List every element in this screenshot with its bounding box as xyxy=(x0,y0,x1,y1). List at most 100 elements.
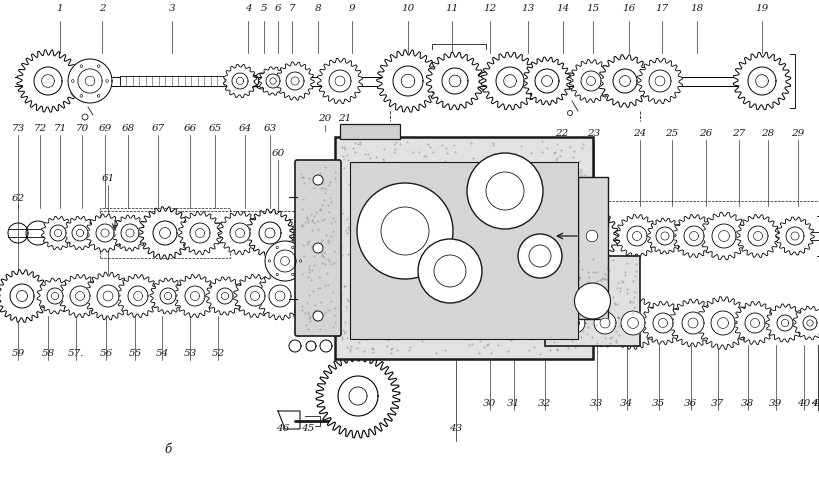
Polygon shape xyxy=(648,70,670,92)
Text: 66: 66 xyxy=(183,124,197,133)
Polygon shape xyxy=(806,320,812,326)
Polygon shape xyxy=(335,76,345,86)
Polygon shape xyxy=(652,313,672,333)
Polygon shape xyxy=(699,212,747,260)
Polygon shape xyxy=(16,291,27,302)
Polygon shape xyxy=(328,70,351,92)
Polygon shape xyxy=(160,288,176,304)
Polygon shape xyxy=(775,217,813,255)
Polygon shape xyxy=(503,75,516,87)
Text: 73: 73 xyxy=(11,124,25,133)
Circle shape xyxy=(313,311,323,321)
Polygon shape xyxy=(41,216,75,249)
Text: 4: 4 xyxy=(244,4,251,13)
Bar xyxy=(120,76,229,86)
Polygon shape xyxy=(749,319,758,328)
Text: 24: 24 xyxy=(632,129,646,138)
Polygon shape xyxy=(126,229,133,237)
Polygon shape xyxy=(85,76,95,86)
Polygon shape xyxy=(250,292,259,301)
Text: 42: 42 xyxy=(810,399,819,408)
Polygon shape xyxy=(711,224,735,248)
Text: 55: 55 xyxy=(129,349,142,358)
Polygon shape xyxy=(97,285,119,307)
Polygon shape xyxy=(683,226,704,246)
Text: 41: 41 xyxy=(810,399,819,408)
Polygon shape xyxy=(744,313,764,333)
Circle shape xyxy=(80,95,83,97)
Text: 62: 62 xyxy=(11,194,25,203)
Text: 14: 14 xyxy=(556,4,569,13)
Polygon shape xyxy=(733,302,776,345)
Polygon shape xyxy=(565,210,618,263)
Polygon shape xyxy=(615,214,658,258)
Polygon shape xyxy=(315,354,400,438)
Polygon shape xyxy=(274,291,285,301)
Polygon shape xyxy=(581,71,600,91)
Text: 16: 16 xyxy=(622,4,635,13)
Polygon shape xyxy=(687,318,697,328)
Polygon shape xyxy=(286,72,304,90)
Text: 58: 58 xyxy=(41,349,55,358)
Polygon shape xyxy=(620,311,645,335)
Polygon shape xyxy=(153,221,177,245)
Text: 19: 19 xyxy=(754,4,767,13)
Text: 56: 56 xyxy=(99,349,112,358)
Polygon shape xyxy=(63,216,97,249)
Polygon shape xyxy=(112,215,147,251)
Polygon shape xyxy=(269,78,276,84)
Polygon shape xyxy=(636,58,682,104)
Polygon shape xyxy=(717,230,729,241)
Polygon shape xyxy=(627,318,638,328)
Text: 1: 1 xyxy=(57,4,63,13)
Circle shape xyxy=(299,260,301,262)
Circle shape xyxy=(518,234,561,278)
Polygon shape xyxy=(802,316,816,330)
Polygon shape xyxy=(530,304,568,342)
Circle shape xyxy=(276,246,278,248)
Polygon shape xyxy=(681,312,704,334)
Text: 9: 9 xyxy=(348,4,355,13)
Polygon shape xyxy=(72,225,88,241)
Polygon shape xyxy=(221,293,229,300)
Polygon shape xyxy=(468,302,511,345)
Polygon shape xyxy=(646,218,682,254)
Polygon shape xyxy=(58,275,102,318)
Bar xyxy=(340,124,400,139)
Polygon shape xyxy=(280,257,289,266)
Polygon shape xyxy=(54,229,61,236)
Polygon shape xyxy=(233,275,276,318)
Text: 44: 44 xyxy=(351,424,364,433)
Text: 23: 23 xyxy=(586,129,600,138)
Polygon shape xyxy=(781,320,788,327)
Polygon shape xyxy=(86,214,124,252)
Polygon shape xyxy=(586,77,595,86)
Polygon shape xyxy=(613,69,636,93)
Text: 33: 33 xyxy=(590,399,603,408)
Polygon shape xyxy=(732,52,790,110)
Polygon shape xyxy=(441,68,468,94)
Bar xyxy=(577,177,607,319)
Bar xyxy=(350,162,577,339)
Polygon shape xyxy=(508,311,532,335)
Text: 28: 28 xyxy=(761,129,774,138)
Polygon shape xyxy=(235,228,244,237)
Text: 68: 68 xyxy=(121,124,134,133)
Polygon shape xyxy=(133,292,143,301)
Polygon shape xyxy=(101,229,109,237)
Polygon shape xyxy=(586,230,597,242)
Polygon shape xyxy=(392,66,423,96)
Bar xyxy=(50,292,180,300)
Polygon shape xyxy=(655,227,673,245)
Polygon shape xyxy=(52,293,58,300)
FancyBboxPatch shape xyxy=(545,256,639,346)
Polygon shape xyxy=(450,311,473,335)
Circle shape xyxy=(71,80,74,82)
Polygon shape xyxy=(190,292,199,301)
Polygon shape xyxy=(790,232,798,240)
Polygon shape xyxy=(229,223,250,243)
Polygon shape xyxy=(0,270,48,322)
Polygon shape xyxy=(37,278,73,314)
Bar xyxy=(115,229,210,237)
Polygon shape xyxy=(747,226,767,246)
